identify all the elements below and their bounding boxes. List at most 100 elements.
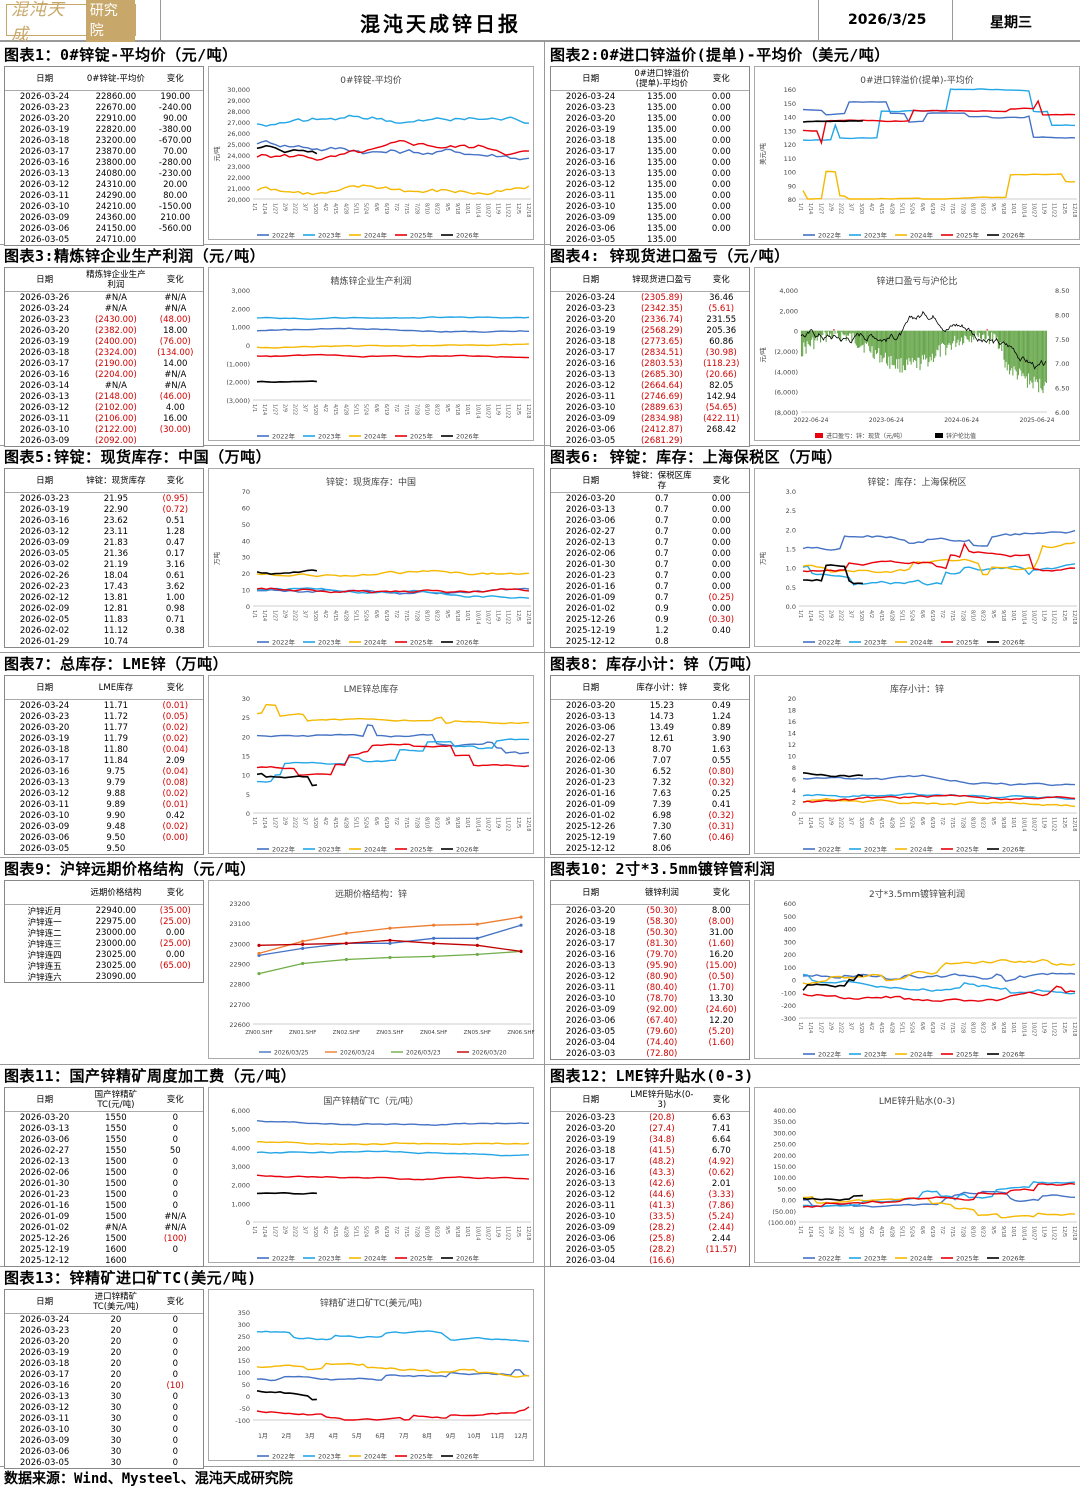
- chart-section-s4: 图表4: 锌现货进口盈亏（元/吨） 日期 锌现货进口盈亏 变化 2026-03-24 (2…: [550, 245, 1080, 447]
- series-line-2024年: [256, 184, 530, 196]
- table-row: 2026-03-19 22.90 (0.72): [5, 504, 203, 515]
- x-tick-label: 5/24: [363, 404, 369, 415]
- x-tick-label: 7/2: [393, 1226, 399, 1234]
- table-cell: (54.65): [705, 402, 737, 413]
- legend-item: 2026/03/25: [259, 1050, 309, 1057]
- table-row: 2026-03-11 (41.3) (7.86): [551, 1200, 749, 1211]
- column-header: 日期: [582, 475, 600, 486]
- table-row: 2026-03-13 0.7 0.00: [551, 504, 749, 515]
- x-tick-label: 11/22: [505, 1226, 511, 1240]
- table-cell: 2026-03-12: [565, 971, 616, 982]
- table-cell: 2026-03-11: [19, 799, 70, 810]
- y-tick-label: 0: [246, 810, 250, 818]
- table-cell: 2026-01-23: [565, 570, 616, 581]
- x-tick-label: 11/9: [1041, 610, 1047, 621]
- table-row: 2026-02-27 0.7 0.00: [551, 526, 749, 537]
- table-cell: (422.11): [703, 413, 740, 424]
- table-header: 日期 锌锭：保税区库存 变化: [551, 469, 749, 493]
- y-tick-label: 1.5: [786, 546, 796, 554]
- table-cell: 0.7: [655, 526, 669, 537]
- table-cell: 20: [110, 1369, 122, 1380]
- x-tick-label: 9/5: [990, 817, 996, 825]
- table-row: 2026-03-26 #N/A #N/A: [5, 292, 203, 303]
- table-cell: (2568.29): [640, 325, 683, 336]
- y-tick-label: (4,000): [774, 368, 798, 376]
- y-tick-label: (2,000): [226, 379, 250, 387]
- x-tick-label: 11/22: [1051, 817, 1057, 831]
- svg-text:2026年: 2026年: [1002, 845, 1026, 854]
- x-tick-label: 8/23: [980, 610, 986, 621]
- table-row: 沪锌连六 23090.00: [5, 971, 203, 983]
- table-cell: 2026-03-18: [19, 347, 70, 358]
- legend-item: 2023年: [303, 432, 342, 441]
- svg-text:2025年: 2025年: [956, 845, 980, 854]
- table-row: 2026-03-17 (48.2) (4.92): [551, 1156, 749, 1167]
- x-tick-label: 8/10: [970, 203, 976, 214]
- table-cell: -150.00: [158, 201, 192, 212]
- table-cell: (95.90): [646, 960, 678, 971]
- table-cell: 2026-02-13: [565, 744, 616, 755]
- y-tick-label: 18: [788, 707, 796, 715]
- series-line-2022年: [256, 1120, 530, 1126]
- svg-text:2026年: 2026年: [456, 231, 480, 240]
- table-row: 2026-01-09 1500 #N/A: [5, 1211, 203, 1222]
- table-row: 2026-03-20 11.77 (0.02): [5, 722, 203, 733]
- table-cell: (2681.29): [640, 435, 683, 446]
- table-cell: 3.90: [711, 733, 731, 744]
- table-row: 2026-03-09 (2834.98) (422.11): [551, 413, 749, 424]
- table-row: 2026-03-13 (42.6) 2.01: [551, 1178, 749, 1189]
- table-cell: (5.20): [708, 1026, 735, 1037]
- table-row: 2026-03-05 21.36 0.17: [5, 548, 203, 559]
- table-cell: 2026-01-29: [19, 636, 70, 647]
- svg-text:2024年: 2024年: [910, 1254, 934, 1263]
- column-header: 日期: [36, 1296, 54, 1307]
- table-cell: 2026-01-23: [19, 1189, 70, 1200]
- table-cell: 0.00: [711, 493, 731, 504]
- series-line-2025年: [256, 139, 530, 161]
- x-tick-label: 1/1: [251, 404, 257, 412]
- x-tick-label: 8/23: [980, 1226, 986, 1237]
- svg-text:2026/03/25: 2026/03/25: [274, 1050, 309, 1057]
- x-tick-label: 12/5: [515, 203, 521, 214]
- table-cell: 2026-03-17: [19, 1369, 70, 1380]
- table-row: 2026-03-17 (81.30) (1.60): [551, 938, 749, 949]
- x-tick-label: 4/2: [868, 1022, 874, 1030]
- table-cell: (2430.00): [94, 314, 137, 325]
- series-line-2026年: [256, 1191, 317, 1195]
- table-cell: 6.64: [711, 1134, 731, 1145]
- y-tick-label: 5,000: [231, 1126, 250, 1134]
- y-tick-label: 28,000: [227, 108, 250, 116]
- table-cell: #N/A: [164, 303, 187, 314]
- y-tick-label: 1,000: [231, 324, 250, 332]
- y-tick-label: 20: [242, 570, 250, 578]
- table-cell: 30: [110, 1413, 122, 1424]
- svg-text:2024年: 2024年: [910, 231, 934, 240]
- x-tick-label: ZN03.SHF: [376, 1030, 403, 1036]
- legend-item: 2023年: [849, 1254, 888, 1263]
- series-line-2025年: [256, 1174, 530, 1181]
- column-header: 日期: [36, 682, 54, 693]
- table-cell: 2026-01-02: [565, 810, 616, 821]
- column-header: 变化: [712, 73, 730, 84]
- table-cell: 1.2: [655, 625, 669, 636]
- y-tick-label: (1,000): [226, 360, 250, 368]
- y-tick-label: 50: [242, 521, 250, 529]
- legend-item: 2026年: [987, 1050, 1026, 1059]
- y-tick-label: 0: [246, 603, 250, 611]
- x-tick-label: 3/20: [312, 817, 318, 828]
- y-tick-label: 0: [246, 342, 250, 350]
- table-cell: 2026-02-26: [19, 570, 70, 581]
- table-row: 2026-03-18 (50.30) 31.00: [551, 927, 749, 938]
- x-tick-label: 7/15: [403, 1226, 409, 1237]
- table-cell: (118.23): [703, 358, 740, 369]
- x-tick-label: 3/7: [848, 1226, 854, 1234]
- column-header: 变化: [712, 682, 730, 693]
- table-cell: (15.00): [705, 960, 737, 971]
- table-cell: (33.5): [649, 1211, 675, 1222]
- series-line-2026年: [256, 1390, 317, 1401]
- x-tick-label: 7/15: [949, 610, 955, 621]
- x-tick-label: 10/1: [464, 817, 470, 828]
- table-row: 2026-03-20 0.7 0.00: [551, 493, 749, 504]
- table-cell: (2.44): [708, 1222, 735, 1233]
- svg-text:2023年: 2023年: [318, 1452, 342, 1461]
